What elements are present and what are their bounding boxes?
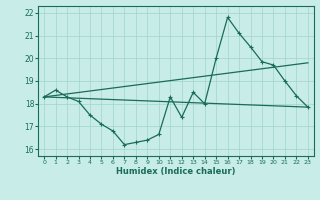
X-axis label: Humidex (Indice chaleur): Humidex (Indice chaleur): [116, 167, 236, 176]
